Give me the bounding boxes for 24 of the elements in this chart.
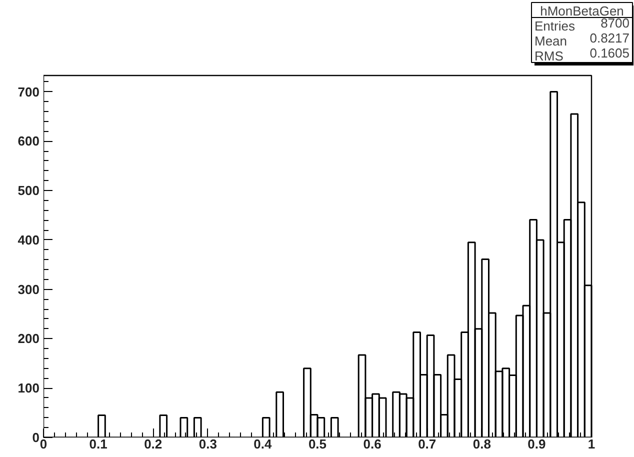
- y-tick-label: 100: [18, 380, 40, 396]
- y-tick-label: 300: [18, 282, 40, 297]
- y-tick-label: 400: [18, 232, 40, 248]
- x-tick-label: 0.2: [144, 436, 162, 452]
- text: Entries: [534, 18, 576, 34]
- x-tick-label: 0.8: [472, 436, 491, 452]
- x-tick-label: 0.4: [254, 436, 273, 452]
- text: Mean: [534, 34, 568, 48]
- text: 0.1605: [590, 46, 630, 60]
- x-tick-label: 0.6: [363, 436, 382, 452]
- x-tick-label: 0.9: [528, 436, 546, 452]
- y-tick-label: 200: [18, 331, 40, 346]
- text: RMS: [534, 48, 564, 64]
- y-tick-label: 700: [18, 84, 40, 100]
- x-tick-label: 1: [588, 436, 596, 452]
- x-tick-label: 0.3: [198, 436, 217, 452]
- x-tick-label: 0.5: [308, 436, 327, 452]
- chart-title: hMonBetaGen: [540, 4, 624, 18]
- y-tick-label: 500: [18, 183, 40, 198]
- text: 0.8217: [590, 30, 630, 46]
- y-tick-label: 600: [18, 134, 40, 149]
- x-tick-label: 0.1: [89, 436, 108, 452]
- x-tick-label: 0.7: [418, 436, 436, 452]
- text: 8700: [600, 16, 630, 30]
